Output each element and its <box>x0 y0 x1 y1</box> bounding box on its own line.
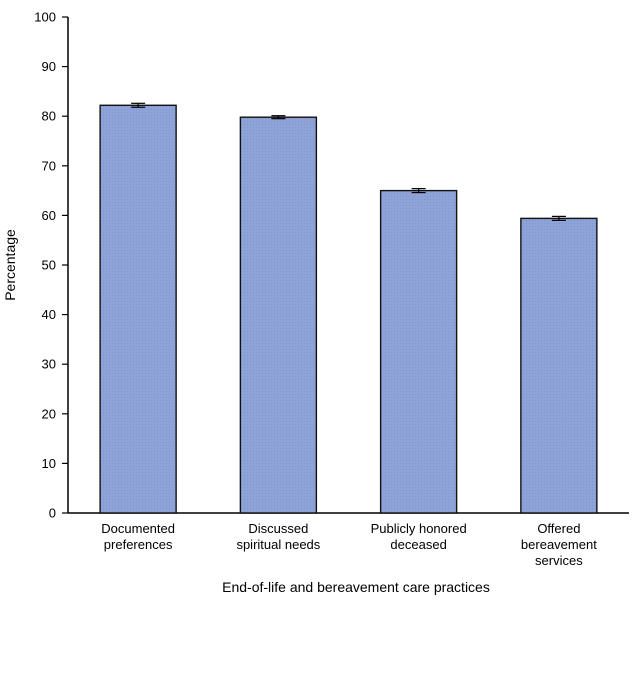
bar <box>99 104 177 514</box>
y-tick-label: 100 <box>34 10 56 25</box>
bars <box>99 104 598 514</box>
x-category-label: Documented preferences <box>101 521 175 552</box>
y-axis-ticks: 0 10 20 30 40 50 60 70 80 90 100 <box>34 10 68 521</box>
y-tick-label: 40 <box>42 307 56 322</box>
x-category-label: Publicly honored deceased <box>371 521 467 552</box>
y-tick-label: 70 <box>42 158 56 173</box>
y-tick-label: 60 <box>42 208 56 223</box>
y-tick-label: 10 <box>42 456 56 471</box>
y-axis-title: Percentage <box>2 229 18 301</box>
y-tick-label: 20 <box>42 406 56 421</box>
y-tick-label: 50 <box>42 258 56 273</box>
x-category-label: Discussed spiritual needs <box>236 521 320 552</box>
y-tick-label: 80 <box>42 109 56 124</box>
bar <box>239 116 318 514</box>
x-axis-title: End-of-life and bereavement care practic… <box>222 579 490 595</box>
bar <box>379 189 458 514</box>
x-axis-category-labels: Documented preferences Discussed spiritual … <box>101 521 597 568</box>
bar <box>520 217 598 514</box>
y-tick-label: 30 <box>42 357 56 372</box>
error-bars <box>131 102 566 221</box>
x-category-label: Offered bereavement services <box>521 521 597 568</box>
y-tick-label: 90 <box>42 59 56 74</box>
y-tick-label: 0 <box>49 506 56 521</box>
